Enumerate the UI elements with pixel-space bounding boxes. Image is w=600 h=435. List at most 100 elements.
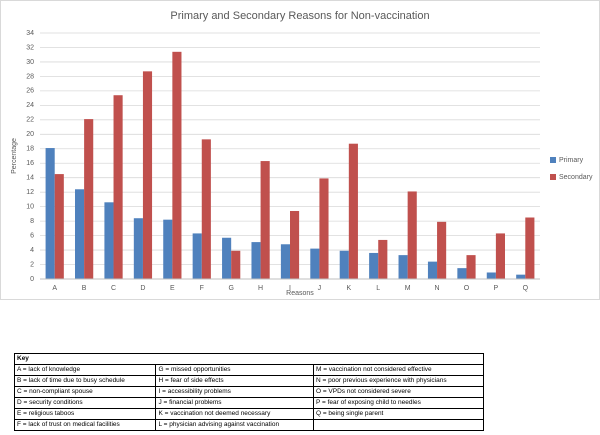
x-tick-label: F	[200, 285, 204, 292]
chart: Primary and Secondary Reasons for Non-va…	[0, 0, 600, 300]
x-tick-label: J	[318, 285, 322, 292]
y-tick-label: 22	[26, 117, 34, 124]
key-cell: H = fear of side effects	[155, 375, 314, 387]
x-tick-label: B	[82, 285, 87, 292]
x-tick-label: D	[140, 285, 145, 292]
key-row: F = lack of trust on medical facilities L…	[13, 419, 485, 431]
key-cell: E = religious taboos	[13, 408, 157, 420]
key-cell: B = lack of time due to busy schedule	[13, 375, 157, 387]
key-row: A = lack of knowledge G = missed opportun…	[13, 364, 485, 376]
bar	[437, 221, 447, 279]
legend-label: Secondary	[559, 174, 593, 181]
x-tick-label: E	[170, 285, 175, 292]
y-tick-label: 24	[26, 102, 34, 109]
key-cell: M = vaccination not considered effective	[312, 364, 485, 376]
y-tick-label: 10	[26, 203, 34, 210]
key-cell: L = physician advising against vaccinati…	[155, 419, 314, 431]
y-tick-label: 16	[26, 160, 34, 167]
bar	[133, 218, 143, 279]
y-tick-label: 34	[26, 30, 34, 37]
y-tick-label: 2	[30, 261, 34, 268]
bar	[104, 202, 114, 279]
y-tick-label: 20	[26, 131, 34, 138]
x-tick-label: P	[494, 285, 499, 292]
key-row: E = religious taboos K = vaccination not …	[13, 408, 485, 420]
bar	[369, 252, 379, 279]
key-cell: D = security conditions	[13, 397, 157, 409]
bar	[75, 189, 85, 279]
bar	[378, 239, 388, 279]
y-tick-label: 30	[26, 59, 34, 66]
bar	[251, 242, 261, 279]
x-tick-label: C	[111, 285, 116, 292]
bar	[113, 95, 123, 279]
key-title: Key	[14, 353, 484, 365]
bar	[525, 217, 535, 279]
y-tick-label: 8	[30, 218, 34, 225]
bar	[407, 191, 417, 279]
x-axis-label: Reasons	[286, 290, 314, 297]
x-tick-label: G	[228, 285, 233, 292]
key-cell: F = lack of trust on medical facilities	[13, 419, 157, 431]
key-cell: C = non-compliant spouse	[13, 386, 157, 398]
x-tick-label: A	[52, 285, 57, 292]
x-tick-label: M	[405, 285, 411, 292]
y-tick-label: 14	[26, 175, 34, 182]
y-tick-label: 26	[26, 88, 34, 95]
key-cell: G = missed opportunities	[155, 364, 314, 376]
bar	[427, 261, 438, 279]
key-cell	[312, 419, 485, 431]
y-tick-label: 28	[26, 73, 34, 80]
bar	[516, 274, 526, 279]
bar	[222, 237, 232, 279]
key-row: B = lack of time due to busy schedule H =…	[13, 375, 485, 387]
y-axis-label: Percentage	[11, 138, 18, 174]
key-cell: N = poor previous experience with physic…	[312, 375, 485, 387]
bar	[466, 255, 476, 279]
bar	[163, 219, 173, 279]
bar	[192, 233, 202, 279]
y-tick-label: 6	[30, 232, 34, 239]
bar	[486, 272, 496, 279]
bar	[260, 161, 270, 279]
bar	[339, 250, 349, 279]
bar	[495, 233, 505, 279]
y-tick-label: 4	[30, 247, 34, 254]
chart-title: Primary and Secondary Reasons for Non-va…	[170, 10, 429, 22]
legend-swatch	[550, 157, 556, 163]
key-cell: O = VPDs not considered severe	[312, 386, 485, 398]
bar	[319, 178, 329, 279]
bar	[310, 248, 320, 279]
x-tick-label: K	[346, 285, 351, 292]
bar	[201, 139, 211, 279]
key-cell: A = lack of knowledge	[13, 364, 157, 376]
bar	[54, 174, 64, 279]
key-cell: I = accessibility problems	[155, 386, 314, 398]
legend-label: Primary	[559, 157, 584, 164]
key-cell: J = financial problems	[155, 397, 314, 409]
x-tick-label: H	[258, 285, 263, 292]
key-row: D = security conditions J = financial pro…	[13, 397, 485, 409]
bar	[45, 148, 55, 279]
x-tick-label: L	[376, 285, 380, 292]
bar	[172, 51, 182, 279]
key-row: C = non-compliant spouse I = accessibilit…	[13, 386, 485, 398]
bar	[142, 71, 153, 279]
bar	[348, 143, 358, 279]
key-cell: Q = being single parent	[312, 408, 485, 420]
bar	[290, 210, 300, 279]
bar	[457, 268, 467, 279]
y-tick-label: 0	[30, 276, 34, 283]
bar	[84, 119, 94, 279]
bar	[231, 250, 241, 279]
key-cell: P = fear of exposing child to needles	[312, 397, 485, 409]
x-tick-label: Q	[523, 285, 529, 292]
bar	[280, 244, 290, 279]
x-tick-label: N	[435, 285, 440, 292]
y-tick-label: 12	[26, 189, 34, 196]
bar	[398, 255, 408, 279]
y-tick-label: 32	[26, 44, 34, 51]
key-table: Key A = lack of knowledge G = missed oppo…	[13, 353, 485, 431]
y-tick-label: 18	[26, 146, 34, 153]
